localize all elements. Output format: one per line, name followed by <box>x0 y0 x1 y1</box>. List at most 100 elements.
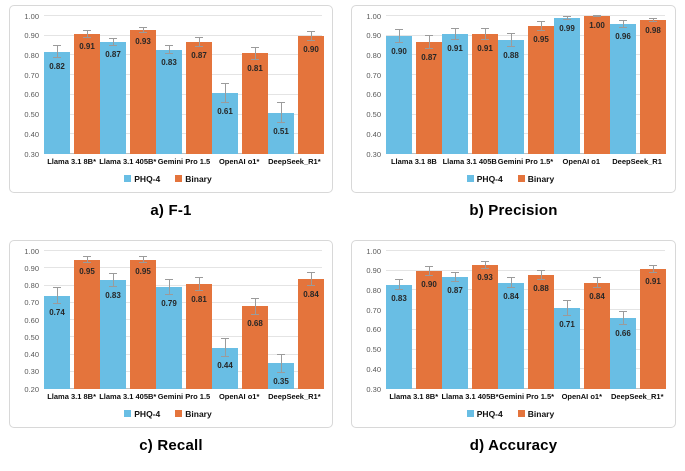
bar-value-label: 0.99 <box>559 23 575 33</box>
y-tick-label: 0.50 <box>366 344 381 354</box>
error-bar-line <box>454 271 456 282</box>
bar-phq4: 0.99 <box>554 16 580 154</box>
bar-group: 0.88 0.95 <box>498 16 554 154</box>
x-tick-label: Llama 3.1 8B <box>390 157 437 166</box>
error-bar-cap-bottom <box>109 44 117 46</box>
x-tick-label: Gemini Pro 1.5 <box>157 157 211 166</box>
gridline <box>386 54 665 56</box>
bar-value-label: 0.95 <box>533 34 549 44</box>
legend-item: PHQ-4 <box>466 174 503 184</box>
bar-phq4: 0.91 <box>442 27 468 154</box>
y-tick-label: 0.90 <box>24 263 39 273</box>
gridline <box>386 328 665 330</box>
bar-binary: 0.87 <box>186 36 212 154</box>
gridline <box>44 153 322 154</box>
legend-item: Binary <box>175 174 212 184</box>
y-axis: 0.30 0.40 0.50 0.60 0.70 0.80 0.90 1.00 <box>14 12 44 157</box>
bar-value-label: 0.91 <box>477 43 493 53</box>
error-bar-line <box>142 256 144 264</box>
gridline <box>386 309 665 311</box>
legend-swatch-icon <box>175 410 183 418</box>
bar-value-label: 0.84 <box>503 292 519 302</box>
bar-value-label: 0.87 <box>191 50 207 60</box>
bar-value-label: 0.90 <box>303 44 319 54</box>
error-bar-cap-top <box>251 297 259 299</box>
legend: PHQ-4 Binary <box>356 409 665 419</box>
error-bar-cap-top <box>649 17 657 19</box>
gridline <box>386 113 665 115</box>
y-tick-label: 0.50 <box>24 109 39 119</box>
gridline <box>386 15 665 16</box>
error-bar-cap-top <box>619 19 627 21</box>
error-bar-line <box>398 28 400 43</box>
error-bar-line <box>280 353 282 373</box>
bar-phq4: 0.87 <box>442 271 468 389</box>
error-bar-cap-bottom <box>649 271 657 273</box>
error-bar-cap-bottom <box>165 294 173 295</box>
error-bar-cap-bottom <box>649 20 657 22</box>
error-bar-line <box>510 32 512 47</box>
error-bar-cap-top <box>139 26 147 28</box>
error-bar-line <box>454 27 456 40</box>
error-bar-line <box>224 83 226 103</box>
bar-value-label: 0.93 <box>477 272 493 282</box>
error-bar-cap-top <box>507 276 515 278</box>
bar-group: 0.61 0.81 <box>212 16 268 154</box>
error-bar-cap-top <box>165 44 173 46</box>
legend-item: Binary <box>517 409 554 419</box>
chart-cell-d: 0.30 0.40 0.50 0.60 0.70 0.80 0.90 1.00 0.83 0.9… <box>342 235 685 471</box>
bar-value-label: 0.68 <box>247 318 263 328</box>
y-tick-label: 0.70 <box>24 298 39 307</box>
bar-phq4: 0.61 <box>212 83 238 154</box>
x-tick-label: Llama 3.1 8B* <box>389 392 439 401</box>
error-bar-cap-bottom <box>507 287 515 289</box>
error-bar-cap-top <box>277 101 285 103</box>
error-bar-line <box>56 287 58 305</box>
plot-area: 0.83 0.90 0.87 0.93 0.84 0.88 0.71 0.84 0.66 0.91 <box>386 250 666 389</box>
y-tick-label: 1.00 <box>366 246 381 256</box>
plot-area: 0.82 0.91 0.87 0.93 0.83 0.87 0.61 0.81 0.51 0.90 <box>44 15 324 154</box>
legend-label: PHQ-4 <box>134 173 161 184</box>
x-tick-label: DeepSeek_R1 <box>612 157 662 166</box>
error-bar-cap-top <box>563 16 571 18</box>
bar-binary: 0.95 <box>74 256 100 389</box>
bar-value-label: 0.81 <box>191 294 207 304</box>
gridline <box>44 74 322 76</box>
x-labels: Llama 3.1 8B* Llama 3.1 405B* Gemini Pro 1… <box>386 392 665 402</box>
bar-group: 0.83 0.87 <box>156 16 212 154</box>
bar-group: 0.51 0.90 <box>268 16 324 154</box>
error-bar-cap-bottom <box>139 31 147 33</box>
y-tick-label: 0.40 <box>24 349 39 359</box>
x-tick-label: OpenAI o1 <box>562 157 601 166</box>
legend-swatch-icon <box>517 175 525 183</box>
error-bar-cap-top <box>307 30 315 32</box>
bar-group: 0.99 1.00 <box>554 15 610 154</box>
legend-label: Binary <box>527 173 555 184</box>
error-bar-cap-top <box>619 311 627 313</box>
y-tick-label: 0.40 <box>366 364 381 374</box>
error-bar-cap-top <box>451 271 459 273</box>
bar-value-label: 0.83 <box>161 58 177 68</box>
y-tick-label: 0.40 <box>366 129 381 139</box>
chart-area: 0.30 0.40 0.50 0.60 0.70 0.80 0.90 1.00 0.82 0.9… <box>14 12 324 157</box>
error-bar-cap-top <box>537 20 545 22</box>
chart-panel: 0.20 0.30 0.40 0.50 0.60 0.70 0.80 0.90 1.00 0.7… <box>9 240 333 428</box>
y-tick-label: 0.90 <box>366 265 381 275</box>
bar-value-label: 0.88 <box>503 50 519 60</box>
error-bar-cap-bottom <box>277 122 285 124</box>
bar-group: 0.82 0.91 <box>44 16 100 154</box>
y-tick-label: 0.90 <box>24 30 39 40</box>
legend-label: PHQ-4 <box>476 408 503 419</box>
gridline <box>44 336 322 338</box>
error-bar-cap-top <box>83 29 91 31</box>
bar-phq4: 0.51 <box>268 101 294 154</box>
error-bar-cap-bottom <box>481 38 489 40</box>
legend-item: Binary <box>175 409 212 419</box>
legend: PHQ-4 Binary <box>14 174 322 184</box>
bar-group: 0.74 0.95 <box>44 251 100 389</box>
bar-phq4: 0.83 <box>100 273 126 389</box>
error-bar-cap-top <box>395 278 403 280</box>
error-bar-cap-top <box>451 27 459 29</box>
y-tick-label: 0.80 <box>24 50 39 60</box>
x-labels: Llama 3.1 8B Llama 3.1 405B Gemini Pro 1.5… <box>386 157 665 167</box>
